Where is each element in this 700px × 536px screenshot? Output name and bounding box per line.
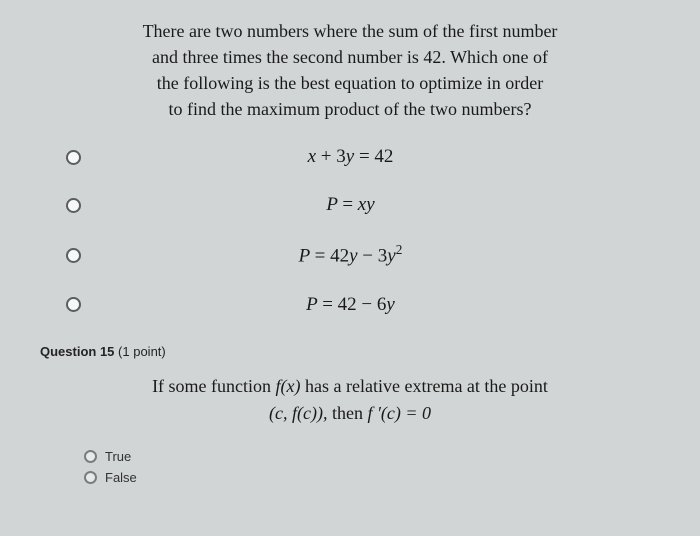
- q14-equation-0: x + 3y = 42: [81, 146, 620, 168]
- q14-line4: to find the maximum product of the two n…: [169, 99, 532, 119]
- q14-line3: the following is the best equation to op…: [157, 73, 543, 93]
- q14-option-1[interactable]: P = xy: [66, 194, 660, 216]
- q15-option-true[interactable]: True: [84, 449, 660, 464]
- q14-option-2[interactable]: P = 42y − 3y2: [66, 242, 660, 267]
- q14-line1: There are two numbers where the sum of t…: [143, 21, 558, 41]
- q15-prompt: If some function f(x) has a relative ext…: [40, 373, 660, 427]
- q14-option-3[interactable]: P = 42 − 6y: [66, 294, 660, 316]
- q15-fprime: f ′(c) = 0: [367, 403, 431, 423]
- radio-icon[interactable]: [84, 450, 97, 463]
- q14-line2: and three times the second number is 42.…: [152, 47, 548, 67]
- q15-true-label: True: [105, 449, 131, 464]
- q15-header: Question 15 (1 point): [40, 344, 660, 359]
- q14-options: x + 3y = 42 P = xy P = 42y − 3y2 P = 42 …: [66, 146, 660, 315]
- q15-option-false[interactable]: False: [84, 470, 660, 485]
- radio-icon[interactable]: [66, 198, 81, 213]
- q15-points: (1 point): [118, 344, 166, 359]
- q15-false-label: False: [105, 470, 137, 485]
- q15-text-mid: has a relative extrema at the point: [301, 376, 548, 396]
- q15-fx: f(x): [276, 376, 301, 396]
- q14-prompt: There are two numbers where the sum of t…: [40, 18, 660, 122]
- q14-equation-3: P = 42 − 6y: [81, 294, 620, 316]
- q15-cfc: (c, f(c)),: [269, 403, 332, 423]
- radio-icon[interactable]: [84, 471, 97, 484]
- radio-icon[interactable]: [66, 297, 81, 312]
- q14-option-0[interactable]: x + 3y = 42: [66, 146, 660, 168]
- radio-icon[interactable]: [66, 150, 81, 165]
- q14-equation-1: P = xy: [81, 194, 620, 216]
- radio-icon[interactable]: [66, 248, 81, 263]
- q15-number: Question 15: [40, 344, 114, 359]
- q15-then: then: [332, 403, 368, 423]
- q14-equation-2: P = 42y − 3y2: [81, 242, 620, 267]
- q15-text-before: If some function: [152, 376, 275, 396]
- q15-options: True False: [84, 449, 660, 485]
